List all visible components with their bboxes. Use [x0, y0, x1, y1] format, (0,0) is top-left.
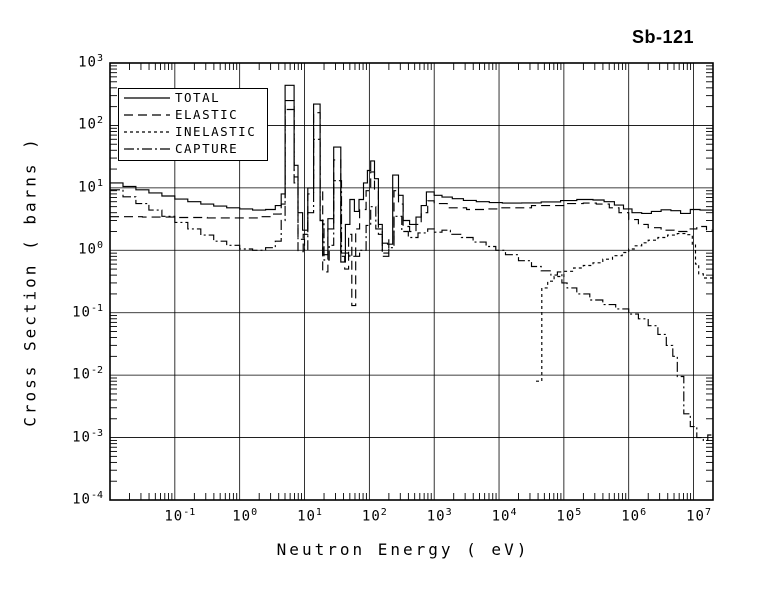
capture-line-icon — [124, 148, 170, 150]
y-axis-label: Cross Section ( barns ) — [20, 136, 40, 427]
x-tick-label: 101 — [297, 507, 322, 525]
y-tick-label: 10-2 — [72, 365, 103, 383]
x-tick-label: 10-1 — [164, 507, 196, 525]
x-tick-label: 103 — [426, 507, 452, 525]
series-inelastic — [536, 233, 713, 382]
x-tick-label: 106 — [621, 507, 647, 525]
minor-ticks — [110, 63, 713, 500]
y-tick-label: 102 — [78, 115, 103, 134]
x-tick-label: 100 — [232, 507, 258, 525]
series-capture — [110, 108, 713, 441]
x-tick-label: 105 — [556, 507, 582, 525]
inelastic-line-icon — [124, 131, 170, 133]
legend-item-capture: CAPTURE — [119, 140, 267, 157]
x-tick-label: 102 — [361, 507, 387, 525]
legend-label-capture: CAPTURE — [175, 141, 239, 156]
total-line-icon — [124, 97, 170, 99]
legend-item-total: TOTAL — [119, 89, 267, 106]
grid-lines — [110, 63, 713, 500]
y-tick-label: 10-4 — [72, 490, 103, 508]
legend-item-elastic: ELASTIC — [119, 106, 267, 123]
plot-title: Sb-121 — [631, 27, 694, 47]
elastic-line-icon — [124, 114, 170, 116]
legend-item-inelastic: INELASTIC — [119, 123, 267, 140]
x-tick-label: 104 — [491, 507, 517, 525]
legend-label-elastic: ELASTIC — [175, 107, 239, 122]
x-tick-label: 107 — [686, 507, 711, 525]
plot-frame — [109, 62, 714, 501]
legend-label-inelastic: INELASTIC — [175, 124, 257, 139]
y-tick-label: 101 — [78, 177, 103, 196]
legend-box: TOTAL ELASTIC INELASTIC CAPTURE — [118, 88, 268, 161]
y-tick-label: 103 — [78, 53, 103, 71]
y-tick-label: 10-3 — [72, 427, 103, 446]
legend-label-total: TOTAL — [175, 90, 221, 105]
x-axis-label: Neutron Energy ( eV) — [276, 540, 530, 559]
y-tick-label: 10-1 — [72, 302, 103, 321]
y-tick-label: 100 — [78, 240, 103, 258]
series-total — [110, 84, 713, 263]
